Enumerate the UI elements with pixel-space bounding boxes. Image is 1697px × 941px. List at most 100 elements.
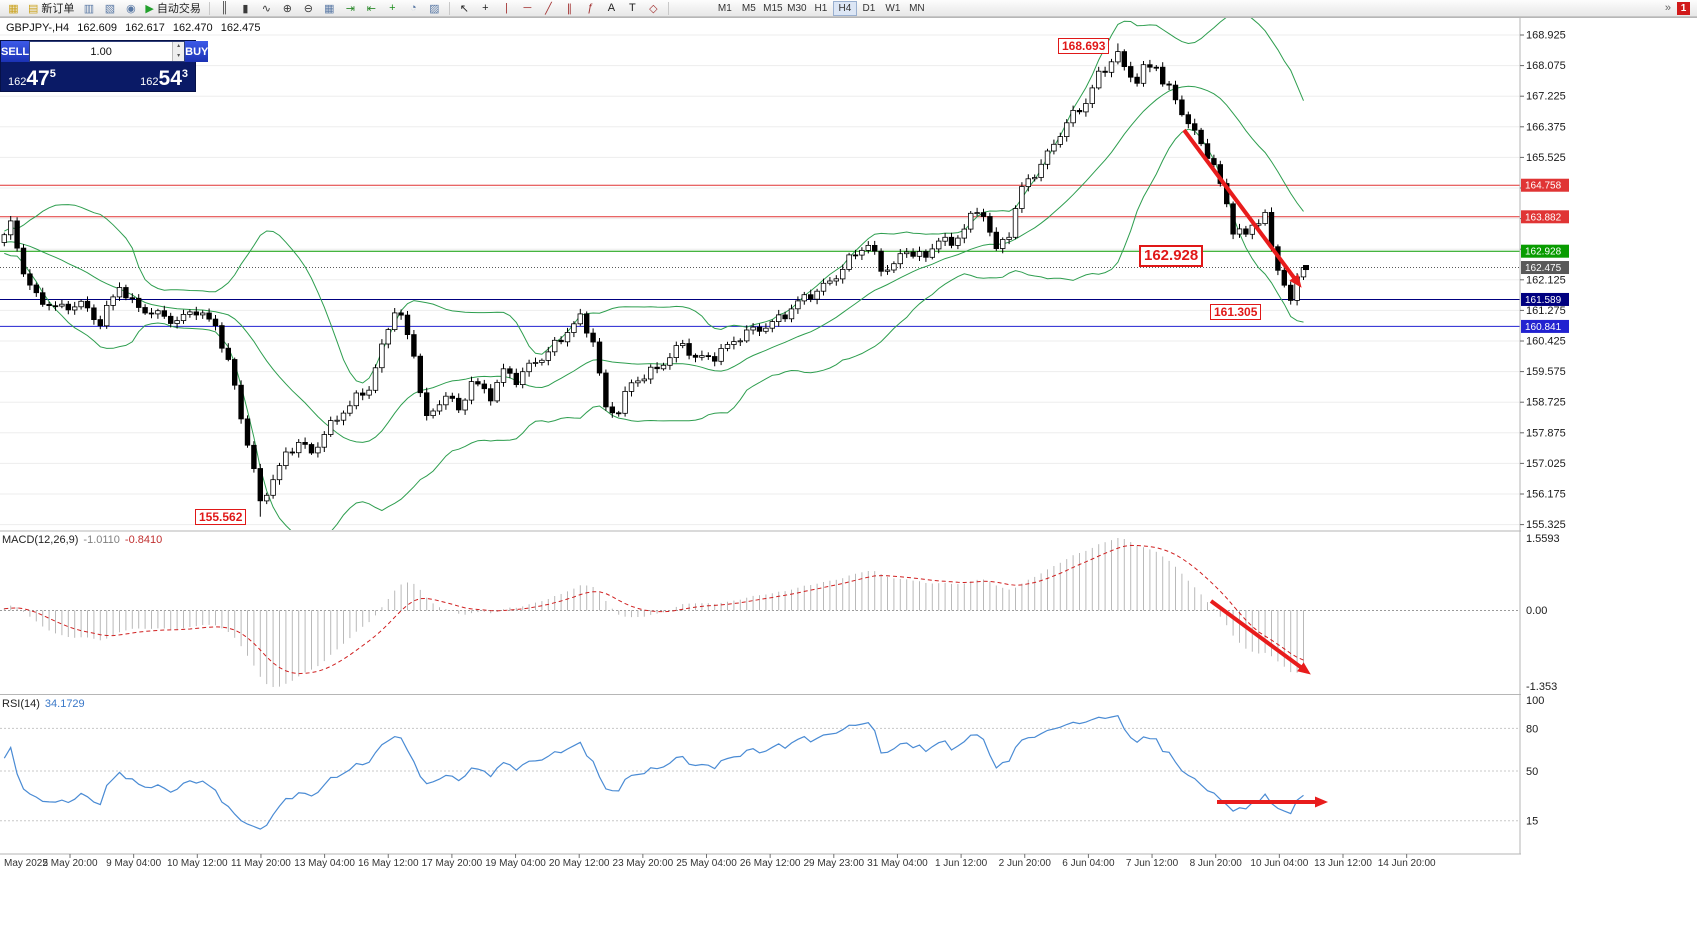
toolbar-overflow-button[interactable]: » (1664, 2, 1671, 14)
new-order-button-label: 新订单 (41, 3, 75, 15)
shapes-button[interactable]: ◇ (644, 1, 663, 16)
timeframe-d1[interactable]: D1 (862, 2, 876, 14)
volume-up-button[interactable]: ▴ (173, 42, 185, 52)
timeframe-h1[interactable]: H1 (814, 2, 828, 14)
buy-price: 162543 (140, 68, 188, 90)
svg-text:160.425: 160.425 (1526, 336, 1566, 348)
horizontal-line-button[interactable]: ─ (518, 1, 537, 16)
text-button[interactable]: A (602, 1, 621, 16)
trendline-icon: ╱ (545, 2, 552, 15)
vertical-line-icon: | (504, 2, 508, 14)
autotrade-button[interactable]: ▶ 自动交易 (142, 1, 203, 16)
rsi-label: RSI(14) 34.1729 (2, 698, 90, 710)
zoom-in-icon: ⊕ (282, 2, 292, 15)
indicators-button[interactable]: + (383, 1, 402, 16)
bar-chart-button[interactable]: ║ (215, 1, 234, 16)
svg-text:10 Jun 04:00: 10 Jun 04:00 (1250, 858, 1308, 869)
new-chart-button[interactable]: ▦ (4, 1, 23, 16)
notifications-badge[interactable]: 1 (1677, 1, 1690, 15)
tile-windows-button[interactable]: ▦ (320, 1, 339, 16)
volume-input[interactable] (30, 42, 173, 61)
timeframe-m1[interactable]: M1 (717, 2, 732, 14)
svg-text:16 May 12:00: 16 May 12:00 (358, 858, 419, 869)
cursor-icon: ↖ (459, 2, 469, 15)
label-icon: T (629, 2, 636, 14)
new-order-button[interactable]: ▤ 新订单 (25, 1, 77, 16)
sell-price: 162475 (8, 68, 56, 90)
svg-text:20 May 12:00: 20 May 12:00 (549, 858, 610, 869)
channel-button[interactable]: ∥ (560, 1, 579, 16)
buy-button[interactable]: BUY (185, 41, 209, 62)
templates-button[interactable]: ▨ (425, 1, 444, 16)
svg-text:167.225: 167.225 (1526, 91, 1566, 103)
svg-text:2 Jun 20:00: 2 Jun 20:00 (999, 858, 1052, 869)
chart-shift-button[interactable]: ⇤ (362, 1, 381, 16)
price-axis[interactable]: 168.925168.075167.225166.375165.525164.6… (1519, 17, 1697, 941)
svg-text:10 May 12:00: 10 May 12:00 (167, 858, 228, 869)
pane-separators (0, 17, 1697, 855)
svg-text:13 Jun 12:00: 13 Jun 12:00 (1314, 858, 1372, 869)
line-chart-icon: ∿ (261, 2, 271, 15)
svg-text:163.882: 163.882 (1525, 212, 1562, 223)
svg-text:168.075: 168.075 (1526, 60, 1566, 72)
sell-price-big: 47 (26, 67, 50, 90)
svg-text:156.175: 156.175 (1526, 489, 1566, 501)
svg-text:162.928: 162.928 (1525, 247, 1562, 258)
svg-text:29 May 23:00: 29 May 23:00 (803, 858, 864, 869)
market-watch-button[interactable]: ▧ (100, 1, 119, 16)
timeframe-m5[interactable]: M5 (741, 2, 756, 14)
timeframe-m30[interactable]: M30 (787, 2, 807, 14)
cursor-button[interactable]: ↖ (455, 1, 474, 16)
bar-chart-icon: ║ (220, 2, 229, 14)
sell-price-small: 162 (8, 76, 27, 88)
text-icon: A (607, 2, 616, 14)
svg-text:5 May 20:00: 5 May 20:00 (42, 858, 97, 869)
quote-symbol: GBPJPY-,H4 (6, 22, 70, 34)
zoom-out-button[interactable]: ⊖ (299, 1, 318, 16)
timeframe-mn[interactable]: MN (909, 2, 925, 14)
candlestick-chart-button[interactable]: ▮ (236, 1, 255, 16)
quote-low: 162.470 (172, 22, 213, 34)
rsi-value: 34.1729 (44, 698, 85, 710)
autotrade-button-label: 自动交易 (156, 3, 201, 15)
crosshair-button[interactable]: + (476, 1, 495, 16)
svg-text:155.325: 155.325 (1526, 519, 1566, 531)
charts-profile-button[interactable]: ▥ (79, 1, 98, 16)
label-button[interactable]: T (623, 1, 642, 16)
last-price-marker (1303, 265, 1309, 271)
trendline-button[interactable]: ╱ (539, 1, 558, 16)
svg-text:80: 80 (1526, 723, 1538, 735)
timeframe-switcher: M1 M5 M15 M30 H1 H4 D1 W1 MN (713, 0, 929, 16)
timeframe-w1[interactable]: W1 (885, 2, 901, 14)
volume-down-button[interactable]: ▾ (173, 51, 185, 61)
svg-text:165.525: 165.525 (1526, 152, 1566, 164)
fibonacci-button[interactable]: ƒ (581, 1, 600, 16)
macd-value-signal: -0.8410 (124, 534, 163, 546)
macd-label: MACD(12,26,9) -1.0110 -0.8410 (2, 534, 167, 546)
svg-text:159.575: 159.575 (1526, 366, 1566, 378)
line-chart-button[interactable]: ∿ (257, 1, 276, 16)
quote-open: 162.609 (77, 22, 118, 34)
timeframe-m15[interactable]: M15 (763, 2, 783, 14)
svg-text:7 Jun 12:00: 7 Jun 12:00 (1126, 858, 1179, 869)
svg-text:162.125: 162.125 (1526, 274, 1566, 286)
svg-text:166.375: 166.375 (1526, 121, 1566, 133)
quote-high: 162.617 (125, 22, 165, 34)
svg-text:19 May 04:00: 19 May 04:00 (485, 858, 546, 869)
timeframe-h4[interactable]: H4 (832, 0, 857, 16)
svg-text:1.5593: 1.5593 (1526, 533, 1560, 545)
info-button[interactable]: ◉ (121, 1, 140, 16)
sell-button[interactable]: SELL (1, 41, 30, 62)
zoom-in-button[interactable]: ⊕ (278, 1, 297, 16)
periods-button[interactable]: ◔ (404, 1, 423, 16)
horizontal-line-icon: ─ (523, 2, 532, 14)
indicators-icon: + (389, 2, 396, 14)
svg-text:9 May 04:00: 9 May 04:00 (106, 858, 161, 869)
auto-scroll-button[interactable]: ⇥ (341, 1, 360, 16)
vertical-line-button[interactable]: | (497, 1, 516, 16)
horizontal-level-lines (0, 184, 1520, 327)
shapes-icon: ◇ (649, 2, 658, 15)
